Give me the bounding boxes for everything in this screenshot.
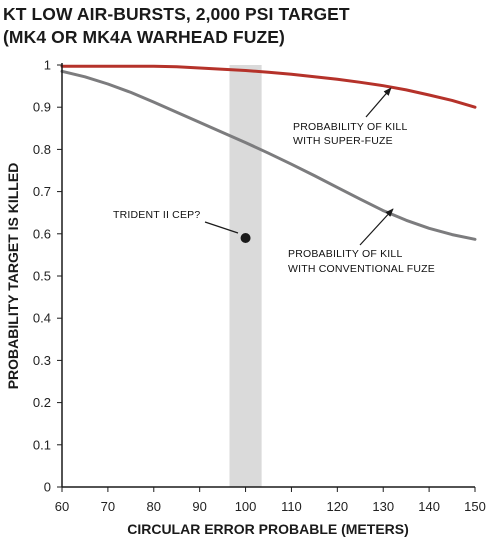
x-tick-label: 60 [55, 499, 69, 514]
trident-cep-point [240, 233, 251, 244]
trident-cep-label: TRIDENT II CEP? [113, 209, 200, 221]
axes [61, 63, 475, 488]
x-tick-label: 120 [326, 499, 348, 514]
x-tick-label: 80 [147, 499, 161, 514]
series-layer [60, 64, 477, 241]
y-tick-label: 0.2 [33, 395, 51, 410]
x-tick-label: 90 [192, 499, 206, 514]
y-tick-label: 0.5 [33, 269, 51, 284]
series-line-super [60, 64, 477, 109]
conventional-fuze-arrow [359, 208, 394, 246]
chart-title-line-1: KT LOW AIR-BURSTS, 2,000 PSI TARGET [3, 4, 350, 24]
y-tick-label: 0.3 [33, 353, 51, 368]
conventional-fuze-label-line-1: PROBABILITY OF KILL [288, 248, 402, 260]
conventional-fuze-label-line-2: WITH CONVENTIONAL FUZE [288, 263, 435, 275]
series-line-conventional [60, 69, 477, 241]
x-tick-label: 70 [101, 499, 115, 514]
super-fuze-arrow [365, 87, 392, 118]
y-tick-label: 0.8 [33, 142, 51, 157]
y-tick-label: 0 [44, 480, 51, 495]
tick-labels: 0 0.1 0.2 0.3 0.4 0.5 0.6 0.7 0.8 0.9 1 60 70 80 90 100… [33, 58, 486, 515]
y-axis-title: PROBABILITY TARGET IS KILLED [5, 163, 21, 390]
y-tick-label: 0.6 [33, 226, 51, 241]
x-axis-title: CIRCULAR ERROR PROBABLE (METERS) [127, 521, 409, 537]
x-tick-label: 140 [418, 499, 440, 514]
x-tick-label: 150 [464, 499, 486, 514]
chart-title-line-2: (MK4 OR MK4A WARHEAD FUZE) [3, 27, 285, 47]
x-tick-label: 130 [372, 499, 394, 514]
super-fuze-label-line-1: PROBABILITY OF KILL [293, 121, 407, 133]
y-tick-label: 0.4 [33, 311, 51, 326]
y-tick-label: 0.1 [33, 437, 51, 452]
super-fuze-label-line-2: WITH SUPER-FUZE [293, 135, 393, 147]
trident-cep-leader [204, 221, 239, 234]
y-tick-label: 0.7 [33, 184, 51, 199]
x-tick-label: 100 [235, 499, 257, 514]
y-tick-label: 1 [44, 58, 51, 73]
chart-title: KT LOW AIR-BURSTS, 2,000 PSI TARGET (MK4… [3, 3, 350, 49]
trident-cep-band [229, 65, 262, 487]
x-tick-label: 110 [281, 499, 302, 514]
y-tick-label: 0.9 [33, 100, 51, 115]
